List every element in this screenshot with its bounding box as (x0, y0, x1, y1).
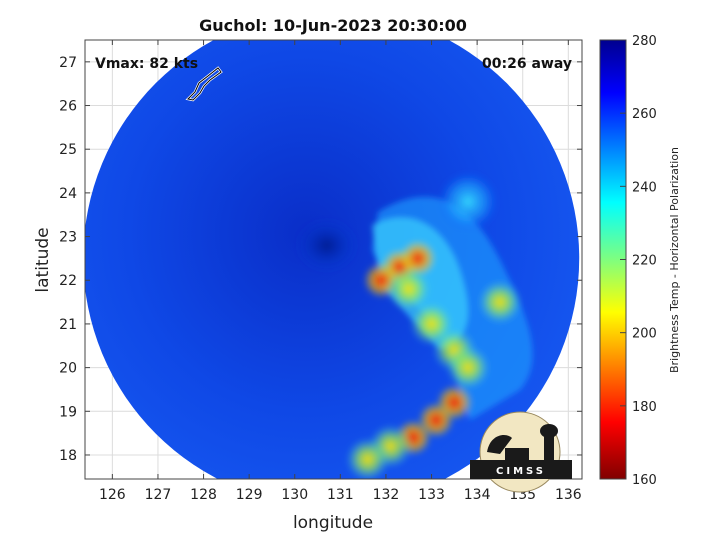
y-tick-label: 26 (59, 99, 77, 115)
x-tick-label: 126 (99, 487, 126, 503)
convective-cell (446, 345, 491, 390)
x-tick-label: 128 (190, 487, 217, 503)
x-axis-label: longitude (293, 513, 373, 533)
x-tick-label: 127 (145, 487, 172, 503)
colorbar-ticks: 280 260 240 220 200 180 160 (620, 34, 657, 488)
y-tick-label: 20 (59, 361, 77, 377)
colorbar-label: Brightness Temp - Horizontal Polarizatio… (668, 147, 681, 373)
x-tick-label: 134 (464, 487, 491, 503)
convective-cell (386, 266, 431, 311)
colorbar-tick-label: 200 (632, 327, 657, 342)
colorbar-tick-label: 160 (632, 473, 657, 488)
colorbar-tick-label: 220 (632, 254, 657, 269)
logo-text: CIMSS (496, 466, 546, 477)
storm-eye (294, 217, 359, 274)
logo-building-icon (505, 448, 529, 461)
y-tick-label: 18 (59, 448, 77, 464)
swath-image (85, 40, 580, 479)
y-axis-label: latitude (33, 227, 53, 292)
colorbar: 280 260 240 220 200 180 160 Brightness Temp - … (599, 34, 681, 488)
logo-tower-icon (544, 436, 554, 461)
vmax-annotation: Vmax: 82 kts (95, 56, 198, 72)
y-tick-label: 22 (59, 273, 77, 289)
convective-cell (438, 171, 499, 232)
colorbar-tick-label: 280 (632, 34, 657, 49)
coastline-island-inner (186, 67, 222, 101)
chart-title: Guchol: 10-Jun-2023 20:30:00 (199, 16, 467, 35)
y-tick-label: 27 (59, 55, 77, 71)
x-tick-label: 132 (373, 487, 400, 503)
colorbar-tick-label: 180 (632, 400, 657, 415)
x-tick-label: 131 (327, 487, 354, 503)
y-tick-label: 21 (59, 317, 77, 333)
x-tick-label: 130 (281, 487, 308, 503)
convective-cell (477, 280, 522, 325)
axes-frame (84, 39, 583, 480)
x-tick-label: 136 (555, 487, 582, 503)
y-axis-ticks: 18 19 20 21 22 23 24 25 26 27 (59, 55, 582, 464)
colorbar-tick-label: 260 (632, 107, 657, 122)
y-tick-label: 19 (59, 404, 77, 420)
y-tick-label: 25 (59, 142, 77, 158)
time-offset-annotation: 00:26 away (482, 56, 572, 72)
y-tick-label: 24 (59, 186, 77, 202)
logo-ground (470, 460, 572, 479)
colorbar-tick-label: 240 (632, 180, 657, 195)
logo-tank-icon (540, 424, 558, 438)
cimss-logo: CIMSS (470, 411, 572, 493)
logo-dish-icon (487, 434, 512, 454)
convective-cell (345, 437, 390, 479)
x-tick-label: 129 (236, 487, 263, 503)
y-tick-label: 23 (59, 230, 77, 246)
x-tick-label: 133 (418, 487, 445, 503)
